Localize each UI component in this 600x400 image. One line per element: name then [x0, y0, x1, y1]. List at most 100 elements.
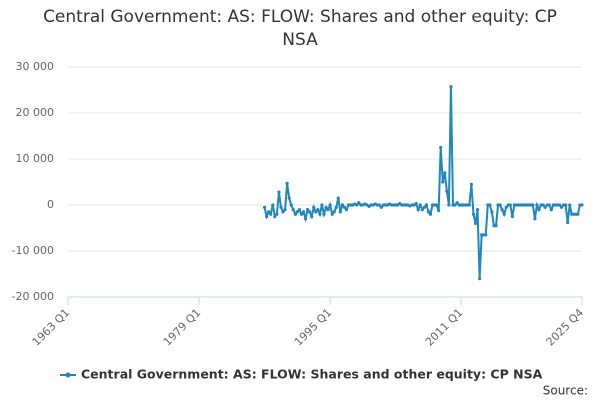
series-line — [263, 86, 582, 279]
point — [508, 203, 512, 207]
point — [310, 214, 314, 219]
point — [377, 203, 381, 207]
x-tick-label: 1979 Q1 — [161, 306, 204, 349]
point — [576, 212, 580, 216]
point — [557, 203, 562, 207]
point — [414, 202, 418, 206]
point — [312, 205, 316, 209]
point — [303, 217, 308, 221]
point — [471, 212, 476, 216]
point — [455, 201, 459, 205]
point — [535, 203, 539, 207]
point — [490, 210, 494, 214]
y-tick-label: 30 000 — [16, 60, 55, 73]
x-tick-label: 2011 Q1 — [423, 306, 466, 349]
point — [543, 205, 547, 209]
point — [424, 203, 428, 207]
point — [262, 205, 267, 209]
point — [326, 208, 330, 212]
y-tick-label: 20 000 — [16, 106, 55, 119]
point — [469, 182, 474, 186]
point — [336, 196, 340, 200]
point — [291, 208, 295, 212]
point — [283, 208, 287, 212]
point — [338, 210, 342, 214]
point — [293, 212, 297, 216]
point — [273, 214, 277, 219]
point — [541, 203, 545, 207]
point — [437, 208, 441, 213]
point — [549, 208, 553, 212]
point — [308, 210, 312, 214]
point — [447, 203, 451, 207]
point — [289, 203, 293, 207]
point — [449, 85, 453, 89]
point — [328, 203, 332, 207]
point — [467, 203, 471, 207]
point — [342, 205, 347, 209]
point — [355, 203, 359, 207]
x-tick-label: 2025 Q4 — [544, 306, 587, 349]
point — [330, 212, 334, 216]
point — [443, 171, 447, 175]
y-tick-label: -10 000 — [12, 244, 54, 257]
point — [271, 203, 275, 207]
y-tick-label: 0 — [47, 198, 54, 211]
point — [488, 203, 492, 207]
point — [357, 201, 361, 205]
point — [285, 181, 289, 185]
x-tick-label: 1995 Q1 — [292, 306, 335, 349]
point — [453, 203, 457, 207]
point — [559, 205, 564, 209]
point — [334, 205, 338, 209]
point — [484, 233, 488, 237]
point — [422, 205, 426, 209]
point — [428, 212, 433, 216]
point — [316, 208, 320, 212]
point — [275, 212, 279, 216]
legend-label: Central Government: AS: FLOW: Shares and… — [81, 367, 543, 382]
point — [267, 210, 271, 214]
y-tick-label: -20 000 — [12, 290, 54, 303]
point — [537, 208, 541, 212]
point — [426, 210, 431, 214]
point — [475, 208, 480, 212]
point — [568, 203, 572, 207]
point — [297, 208, 302, 212]
point — [566, 220, 570, 225]
legend-marker — [65, 372, 71, 378]
point — [305, 208, 310, 212]
point — [320, 203, 324, 207]
point — [531, 203, 535, 207]
point — [301, 210, 306, 214]
point — [500, 208, 504, 212]
y-tick-label: 10 000 — [16, 152, 55, 165]
point — [314, 210, 318, 214]
point — [344, 208, 349, 212]
source: Source: — [543, 384, 588, 398]
point — [564, 203, 568, 207]
point — [510, 214, 514, 219]
point — [379, 205, 383, 209]
point — [340, 203, 345, 207]
point — [418, 203, 422, 207]
point — [580, 203, 584, 207]
chart-title: Central Government: AS: FLOW: Shares and… — [43, 7, 557, 50]
point — [318, 212, 322, 216]
point — [441, 180, 445, 184]
point — [332, 210, 336, 214]
point — [439, 145, 443, 150]
point — [494, 224, 498, 228]
point — [478, 277, 482, 281]
point — [281, 210, 285, 214]
point — [277, 190, 281, 194]
point — [498, 203, 502, 207]
point — [322, 212, 326, 216]
point — [416, 208, 420, 212]
point — [420, 208, 424, 212]
point — [295, 210, 299, 214]
point — [299, 212, 304, 216]
point — [533, 217, 537, 221]
